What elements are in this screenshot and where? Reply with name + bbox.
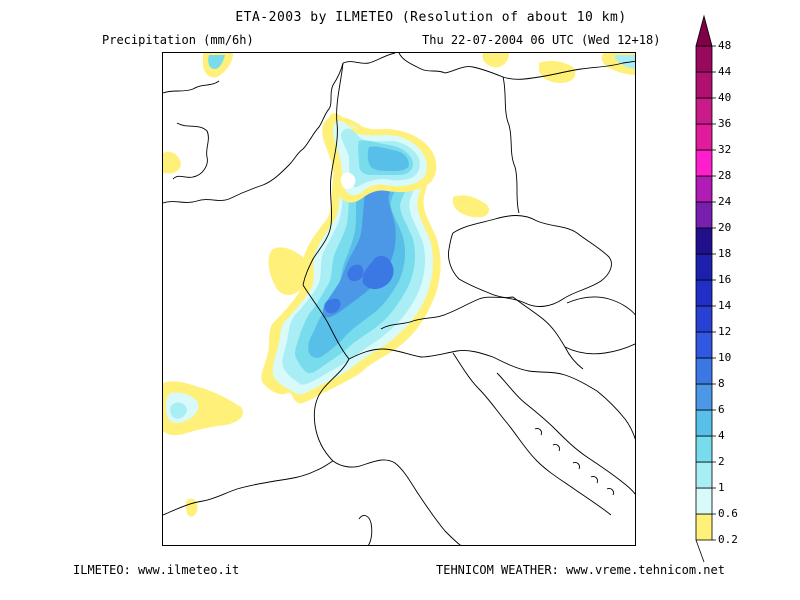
legend-swatch-2 [695,435,713,463]
legend-swatch-12 [695,305,713,333]
legend-label-4: 4 [718,429,725,442]
legend-swatch-40 [695,71,713,99]
legend-swatch-24 [695,175,713,203]
legend-label-28: 28 [718,169,732,182]
legend-label-12: 12 [718,325,732,338]
legend-swatch-10 [695,331,713,359]
legend-label-44: 44 [718,65,732,78]
footer-right-credit: TEHNICOM WEATHER: www.vreme.tehnicom.net [436,563,725,577]
legend-label-18: 18 [718,247,732,260]
valid-time-label: Thu 22-07-2004 06 UTC (Wed 12+18) [422,33,661,47]
legend-label-0.6: 0.6 [718,507,738,520]
legend-swatch-0.2 [695,513,713,541]
dry-gap-1 [340,172,356,190]
precipitation-map [162,52,636,546]
legend-label-36: 36 [718,117,732,130]
precip-area-8b [347,264,364,282]
precip-area-8c [324,298,341,314]
legend-label-8: 8 [718,377,725,390]
legend-label-1: 1 [718,481,725,494]
legend-swatch-8 [695,357,713,385]
legend-swatch-14 [695,279,713,307]
legend-swatch-1 [695,461,713,489]
legend-swatch-16 [695,253,713,281]
legend-label-6: 6 [718,403,725,416]
legend-swatch-6 [695,383,713,411]
legend-label-32: 32 [718,143,732,156]
legend-pointer [695,539,705,563]
legend-label-10: 10 [718,351,732,364]
precipitation-field-main [261,116,441,404]
legend-swatch-36 [695,97,713,125]
map-svg [163,53,635,545]
legend-label-24: 24 [718,195,732,208]
map-title: ETA-2003 by ILMETEO (Resolution of about… [235,10,627,25]
legend-swatch-4 [695,409,713,437]
legend-swatch-18 [695,227,713,255]
precip-area-8 [362,255,394,290]
legend-swatch-20 [695,201,713,229]
footer-left-credit: ILMETEO: www.ilmeteo.it [73,563,240,577]
legend-label-16: 16 [718,273,732,286]
legend-label-0.2: 0.2 [718,533,738,546]
legend-label-40: 40 [718,91,732,104]
legend-label-48: 48 [718,39,732,52]
legend-label-2: 2 [718,455,725,468]
legend-swatch-0.6 [695,487,713,515]
legend-swatch-32 [695,123,713,151]
variable-label: Precipitation (mm/6h) [102,33,254,47]
legend-label-14: 14 [718,299,732,312]
country-borders [163,53,635,545]
precipitation-field-north [326,113,437,203]
legend-swatch-44 [695,45,713,73]
legend-swatch-28 [695,149,713,177]
legend-label-20: 20 [718,221,732,234]
